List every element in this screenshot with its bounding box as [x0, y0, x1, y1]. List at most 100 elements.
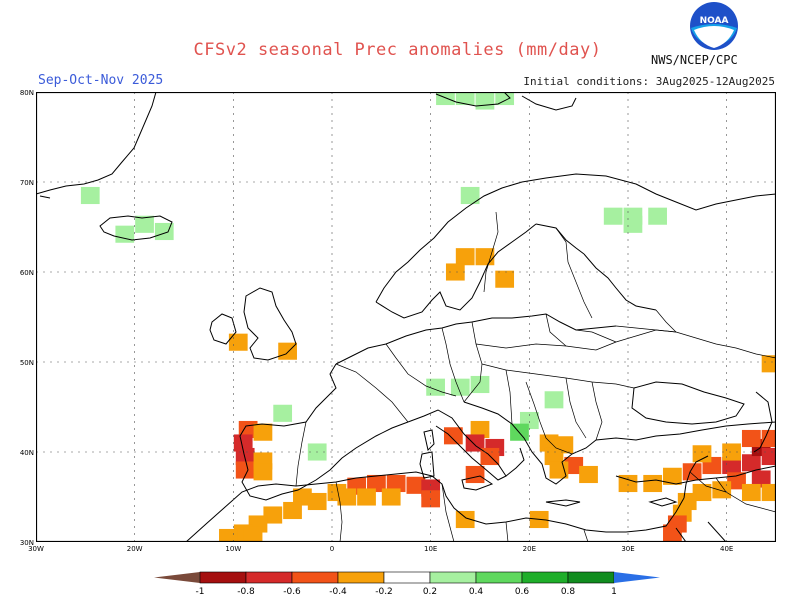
anomaly-cell [436, 92, 455, 106]
colorbar-label: 0.2 [423, 587, 437, 597]
longitude-label: 20E [523, 545, 536, 553]
anomaly-cell [455, 92, 475, 106]
colorbar-segment [429, 571, 477, 584]
latitude-label: 30N [20, 539, 34, 547]
longitude-label: 30W [28, 545, 44, 553]
colorbar-segment [291, 571, 339, 584]
anomaly-cell [293, 488, 312, 506]
map-title: CFSv2 seasonal Prec anomalies (mm/day) [193, 40, 602, 60]
anomaly-cell [618, 474, 638, 493]
anomaly-cell [381, 488, 401, 506]
anomaly-cell [761, 355, 776, 373]
latitude-label: 40N [20, 449, 34, 457]
anomaly-cell [115, 225, 135, 243]
colorbar-label: 1 [611, 587, 617, 597]
anomaly-cell [273, 404, 293, 422]
colorbar-label: -0.4 [329, 587, 347, 597]
anomaly-cell [357, 488, 376, 506]
agency-label: NWS/NCEP/CPC [651, 53, 738, 67]
anomaly-cell [235, 461, 255, 479]
anomaly-cell [741, 429, 761, 448]
anomaly-cell [643, 474, 663, 493]
anomaly-cell [761, 429, 776, 448]
colorbar-segment [383, 571, 431, 584]
latitude-label: 50N [20, 359, 34, 367]
anomaly-cell [243, 526, 263, 542]
anomaly-cell [692, 445, 712, 463]
colorbar-low-arrow [154, 572, 200, 583]
noaa-logo: NOAA [690, 2, 738, 50]
anomaly-cell [455, 248, 475, 266]
colorbar-label: 0.8 [561, 587, 576, 597]
anomaly-cell [80, 186, 100, 205]
colorbar-label: 0.6 [515, 587, 530, 597]
anomaly-cell [692, 483, 712, 502]
anomaly-cell [741, 483, 761, 502]
anomaly-cell [406, 476, 426, 494]
anomaly-cell [253, 423, 273, 441]
anomaly-cell [154, 222, 174, 241]
anomaly-cell [544, 391, 564, 409]
longitude-label: 20W [127, 545, 143, 553]
latitude-label: 60N [20, 269, 34, 277]
anomaly-cell [337, 488, 357, 506]
initial-conditions-label: Initial conditions: 3Aug2025-12Aug2025 [523, 75, 775, 88]
longitude-label: 10E [424, 545, 437, 553]
anomaly-cell [465, 465, 485, 484]
longitude-label: 30E [621, 545, 634, 553]
anomaly-cell [367, 474, 386, 493]
anomaly-cell [495, 92, 515, 106]
anomaly-cell [465, 434, 485, 452]
anomaly-cell [623, 215, 643, 233]
coastlines [36, 92, 776, 542]
colorbar-segment [245, 571, 293, 584]
colorbar-high-arrow [614, 572, 660, 583]
latitude-label: 70N [20, 179, 34, 187]
anomaly-cell [663, 467, 682, 485]
anomaly-cell [722, 456, 741, 475]
anomaly-cell [603, 207, 623, 225]
colorbar-label: -0.8 [237, 587, 255, 597]
map-frame [36, 92, 776, 542]
anomaly-cell [386, 474, 406, 493]
anomaly-cell [470, 420, 490, 439]
anomaly-cell [544, 447, 564, 466]
colorbar-label: -0.6 [283, 587, 301, 597]
anomaly-cell [450, 378, 470, 396]
colorbar-segment [567, 571, 615, 584]
anomaly-cells [80, 92, 776, 542]
colorbar-label: -1 [196, 587, 205, 597]
longitude-label: 0 [330, 545, 334, 553]
anomaly-cell [682, 463, 702, 481]
anomaly-cell [263, 506, 283, 524]
anomaly-cell [761, 483, 776, 502]
latitude-label: 80N [20, 89, 34, 97]
longitude-label: 40E [720, 545, 733, 553]
anomaly-cell [233, 434, 253, 452]
season-label: Sep-Oct-Nov 2025 [38, 73, 164, 88]
colorbar-segment [475, 571, 523, 584]
anomaly-cell [443, 427, 463, 445]
anomaly-cell [445, 263, 465, 281]
anomaly-cell [460, 186, 480, 205]
anomaly-cell [741, 454, 761, 472]
colorbar-label: 0.4 [469, 587, 484, 597]
anomaly-cell [495, 270, 515, 288]
anomaly-cell [751, 470, 771, 488]
colorbar-label: -0.2 [375, 587, 393, 597]
anomaly-cell [470, 375, 490, 394]
logo-text: NOAA [700, 16, 729, 26]
colorbar-segment [337, 571, 385, 584]
longitude-label: 10W [225, 545, 241, 553]
anomaly-cell [253, 463, 273, 481]
anomaly-cell [219, 528, 238, 542]
anomaly-cell [648, 207, 667, 225]
anomaly-cell [307, 492, 327, 511]
anomaly-cell [579, 465, 598, 484]
anomaly-cell [539, 434, 559, 452]
anomaly-cell [283, 501, 302, 520]
anomaly-cell [564, 456, 584, 475]
anomaly-cell [135, 215, 154, 233]
anomaly-cell [549, 461, 569, 479]
